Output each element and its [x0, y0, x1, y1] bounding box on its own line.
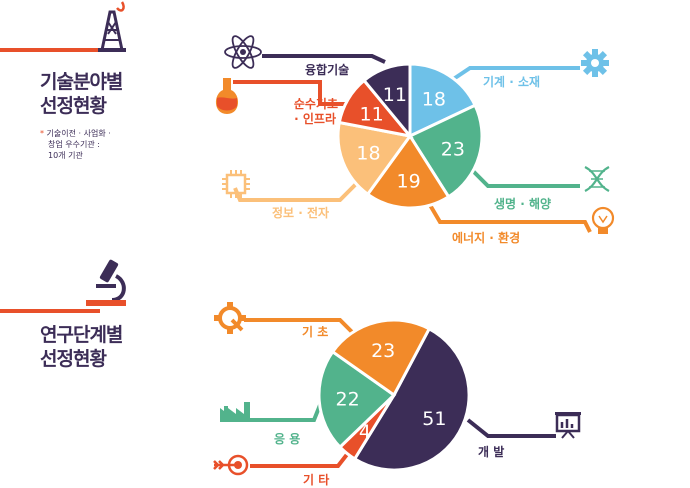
- pie2-category-label: 개 발: [478, 444, 504, 459]
- section2-title: 연구단계별 선정현황: [40, 323, 123, 371]
- pie1-category-label: 에너지 · 환경: [452, 230, 520, 245]
- pie2-slice: [352, 326, 471, 472]
- pie2-slice: [317, 349, 397, 450]
- note-line3: 10개 기관: [48, 151, 83, 160]
- section1-title-line1: 기술분야별: [40, 71, 123, 93]
- pie2-leader-line: [466, 418, 556, 438]
- pie1-category-label: 기계 · 소재: [483, 74, 540, 89]
- section1-title: 기술분야별 선정현황: [40, 70, 123, 118]
- target-arrow-icon: [213, 454, 249, 476]
- note-asterisk: *: [40, 129, 44, 138]
- pie1-leader-line: [233, 80, 345, 106]
- gear-icon: [581, 49, 609, 77]
- flask-icon: [215, 78, 239, 114]
- atom-icon: [224, 35, 262, 69]
- pie1-category-label: 정보 · 전자: [272, 205, 329, 220]
- pie2-category-label: 기 초: [302, 324, 328, 339]
- pie1-slice: [408, 62, 478, 139]
- pie2-category-labels: 개 발기 타 응 용 기 초: [274, 324, 504, 487]
- pie2-category-label: 응 용: [274, 431, 300, 446]
- pie2-category-label: 기 타: [303, 472, 329, 487]
- pie2-value-label: 23: [371, 340, 395, 362]
- pie2-leader-line: [224, 399, 324, 422]
- presentation-board-icon: [555, 412, 581, 439]
- microscope-icon: [86, 259, 126, 306]
- pie1-value-label: 11: [383, 84, 407, 106]
- pie1-value-label: 19: [397, 171, 421, 193]
- note-line1: 기술이전 · 사업화 ·: [46, 129, 111, 138]
- section1-note: * 기술이전 · 사업화 · 창업 우수기관 : 10개 기관: [40, 128, 111, 161]
- pie1-category-label: · 인프라: [294, 111, 336, 126]
- oil-rig-icon: [98, 1, 126, 52]
- pie1-slice: [365, 133, 451, 210]
- pie1-leader-lines: [233, 54, 592, 233]
- pie1-value-label: 18: [356, 142, 380, 164]
- pie1-leader-line: [468, 166, 580, 188]
- pie1-slice: [361, 62, 412, 141]
- gear-wrench-icon: [214, 302, 246, 334]
- section2-rule: [0, 309, 100, 313]
- section1-rule: [0, 48, 100, 52]
- pie1-slice: [407, 103, 484, 199]
- section1-title-line2: 선정현황: [40, 95, 107, 117]
- pie1-category-label: 생명 · 해양: [494, 196, 551, 211]
- pie1-leader-line: [233, 178, 362, 202]
- pie1-slice: [336, 120, 413, 197]
- pie1-leader-line: [428, 203, 592, 233]
- pie1-leader-line: [262, 54, 386, 64]
- pie2-slice: [330, 318, 432, 398]
- pie1-value-label: 23: [441, 139, 465, 161]
- pie1-value-label: 11: [360, 103, 384, 125]
- note-line2: 창업 우수기관 :: [48, 140, 100, 149]
- pie1-category-label: 순수기초: [294, 96, 338, 111]
- section2-title-line1: 연구단계별: [40, 324, 123, 346]
- pie2-value-label: 51: [422, 408, 446, 430]
- pie2-leader-line: [250, 446, 354, 468]
- section2-title-line2: 선정현황: [40, 348, 107, 370]
- pie1-value-label: 18: [422, 88, 446, 110]
- lightbulb-icon: [591, 206, 615, 234]
- dna-icon: [584, 166, 610, 192]
- pie1-category-label: 융합기술: [305, 62, 349, 77]
- pie2-value-label: 22: [336, 389, 360, 411]
